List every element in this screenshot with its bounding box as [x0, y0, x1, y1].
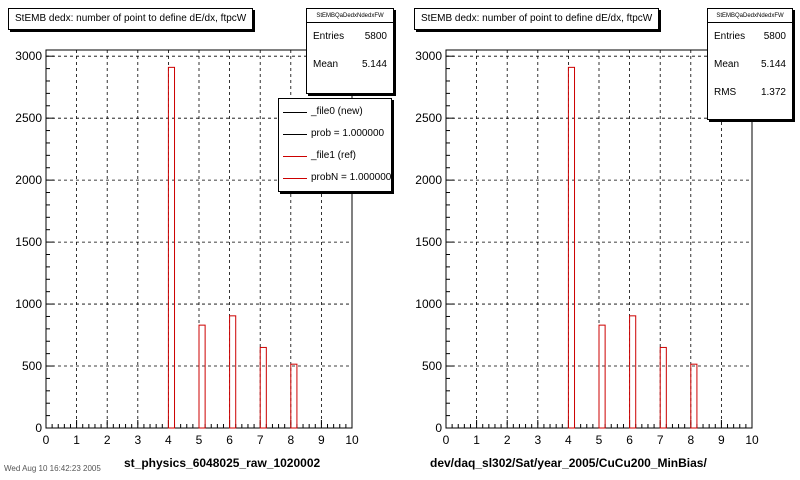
- stats-row-entries: Entries 5800: [708, 23, 792, 51]
- stats-label: Mean: [714, 59, 740, 70]
- right-x-tick-label: 6: [626, 433, 633, 447]
- right-y-tick-label: 0: [435, 421, 442, 435]
- left-x-tick-label: 6: [226, 433, 233, 447]
- left-y-tick-label: 500: [22, 359, 42, 373]
- right-x-axis-title: dev/daq_sl302/Sat/year_2005/CuCu200_MinB…: [430, 456, 707, 470]
- left-stats-box: StEMBQaDedxNdedxFW Entries 5800 Mean 5.1…: [306, 8, 394, 94]
- stats-row-entries: Entries 5800: [307, 23, 393, 51]
- left-x-tick-label: 5: [196, 433, 203, 447]
- left-x-tick-label: 10: [345, 433, 359, 447]
- stats-label: RMS: [714, 87, 737, 98]
- left-x-tick-label: 8: [287, 433, 294, 447]
- right-x-tick-label: 0: [443, 433, 450, 447]
- left-y-tick-label: 2500: [15, 111, 42, 125]
- left-x-tick-label: 1: [73, 433, 80, 447]
- legend-label: _file0 (new): [311, 106, 363, 117]
- left-x-tick-label: 7: [257, 433, 264, 447]
- left-histogram-bar: [259, 346, 267, 429]
- left-y-tick-label: 3000: [15, 49, 42, 63]
- right-y-tick-label: 2500: [415, 111, 442, 125]
- right-x-tick-label: 2: [504, 433, 511, 447]
- left-y-tick-label: 0: [35, 421, 42, 435]
- left-x-tick-label: 3: [134, 433, 141, 447]
- stats-label: Entries: [313, 31, 345, 42]
- legend-entry: prob = 1.000000: [279, 123, 391, 145]
- right-y-tick-label: 1000: [415, 297, 442, 311]
- right-y-tick-label: 1500: [415, 235, 442, 249]
- right-histogram-bar: [659, 346, 667, 429]
- stats-value: 5.144: [361, 59, 387, 70]
- right-x-tick-label: 8: [687, 433, 694, 447]
- stats-value: 1.372: [760, 87, 786, 98]
- left-x-axis-title: st_physics_6048025_raw_1020002: [124, 456, 321, 470]
- right-histogram-bar: [690, 363, 698, 429]
- left-x-tick-label: 0: [43, 433, 50, 447]
- right-y-tick-label: 2000: [415, 173, 442, 187]
- legend-line-swatch: [283, 156, 307, 157]
- right-histogram-bar: [629, 315, 637, 429]
- right-x-tick-label: 5: [596, 433, 603, 447]
- legend-entry: probN = 1.000000: [279, 167, 391, 189]
- legend-label: probN = 1.000000: [311, 172, 392, 183]
- right-y-tick-label: 3000: [415, 49, 442, 63]
- left-y-tick-label: 1500: [15, 235, 42, 249]
- stats-row-mean: Mean 5.144: [708, 51, 792, 79]
- right-histogram-bar: [598, 324, 606, 429]
- right-x-tick-label: 1: [473, 433, 480, 447]
- left-histogram-bar: [229, 315, 237, 429]
- left-histogram-bar: [167, 66, 176, 429]
- left-histogram-title: StEMB dedx: number of point to define dE…: [8, 8, 254, 30]
- stats-value: 5800: [763, 31, 786, 42]
- legend-line-swatch: [283, 112, 307, 113]
- legend-line-swatch: [283, 178, 307, 179]
- stats-row-rms: RMS 1.372: [708, 79, 792, 107]
- stats-label: Mean: [313, 59, 339, 70]
- right-x-tick-label: 10: [745, 433, 759, 447]
- stats-name: StEMBQaDedxNdedxFW: [708, 9, 792, 23]
- legend-line-swatch: [283, 134, 307, 135]
- right-x-tick-label: 7: [657, 433, 664, 447]
- legend-label: prob = 1.000000: [311, 128, 385, 139]
- left-y-tick-label: 1000: [15, 297, 42, 311]
- left-histogram-bar: [198, 324, 206, 429]
- right-x-tick-label: 3: [534, 433, 541, 447]
- right-x-tick-label: 4: [565, 433, 572, 447]
- right-histogram-title: StEMB dedx: number of point to define dE…: [414, 8, 660, 30]
- stats-name: StEMBQaDedxNdedxFW: [307, 9, 393, 23]
- right-histogram-bar: [567, 66, 576, 429]
- stats-label: Entries: [714, 31, 746, 42]
- stats-value: 5.144: [760, 59, 786, 70]
- footer-timestamp: Wed Aug 10 16:42:23 2005: [4, 464, 101, 473]
- legend-entry: _file1 (ref): [279, 145, 391, 167]
- left-x-tick-label: 4: [165, 433, 172, 447]
- right-x-tick-label: 9: [718, 433, 725, 447]
- right-stats-box: StEMBQaDedxNdedxFW Entries 5800 Mean 5.1…: [707, 8, 793, 120]
- right-y-tick-label: 500: [422, 359, 442, 373]
- left-histogram-bar: [290, 363, 298, 429]
- left-legend: _file0 (new) prob = 1.000000 _file1 (ref…: [278, 98, 392, 192]
- stats-row-mean: Mean 5.144: [307, 51, 393, 79]
- left-y-tick-label: 2000: [15, 173, 42, 187]
- legend-label: _file1 (ref): [311, 150, 357, 161]
- legend-entry: _file0 (new): [279, 101, 391, 123]
- left-x-tick-label: 2: [104, 433, 111, 447]
- stats-value: 5800: [364, 31, 387, 42]
- left-x-tick-label: 9: [318, 433, 325, 447]
